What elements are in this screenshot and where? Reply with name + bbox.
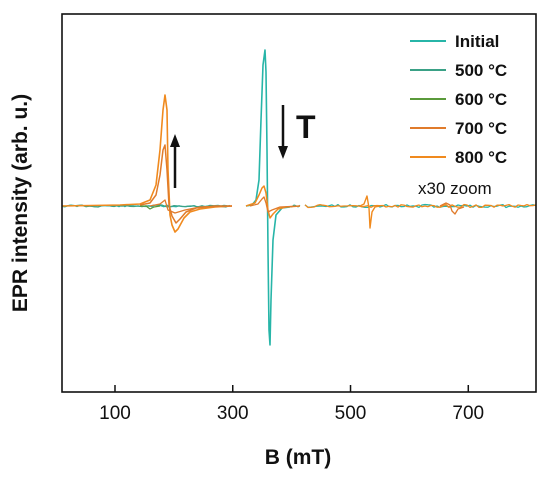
x-axis-ticks: 100 300 500 700	[99, 385, 484, 424]
series-line-700c	[249, 196, 301, 213]
legend-label: 500 °C	[455, 61, 507, 80]
increase-arrow	[170, 134, 180, 188]
legend-label: 600 °C	[455, 90, 507, 109]
series-line-initial	[245, 49, 291, 346]
series-line-800c	[245, 185, 301, 219]
series-line-700c	[149, 199, 233, 214]
x-tick-label: 100	[99, 403, 131, 424]
temperature-label: T	[296, 109, 316, 145]
legend-label: Initial	[455, 32, 499, 51]
y-axis-title: EPR intensity (arb. u.)	[9, 94, 32, 312]
x-tick-label: 700	[452, 403, 484, 424]
series-line-700c	[139, 144, 232, 224]
zoom-note: x30 zoom	[418, 179, 492, 198]
x-tick-label: 300	[217, 403, 249, 424]
decrease-arrow	[278, 105, 288, 159]
series-line-700c	[439, 202, 465, 215]
legend: Initial 500 °C 600 °C 700 °C 800 °C	[410, 32, 507, 167]
x-axis-title: B (mT)	[265, 446, 332, 469]
series-line-600c	[140, 205, 161, 210]
legend-label: 700 °C	[455, 119, 507, 138]
series-line-800c	[359, 195, 381, 229]
x-tick-label: 500	[335, 403, 367, 424]
plot-frame	[61, 13, 537, 393]
legend-label: 800 °C	[455, 148, 507, 167]
curves-layer	[61, 49, 537, 346]
series-line-800c	[61, 94, 233, 233]
series-line-800c	[304, 203, 537, 209]
